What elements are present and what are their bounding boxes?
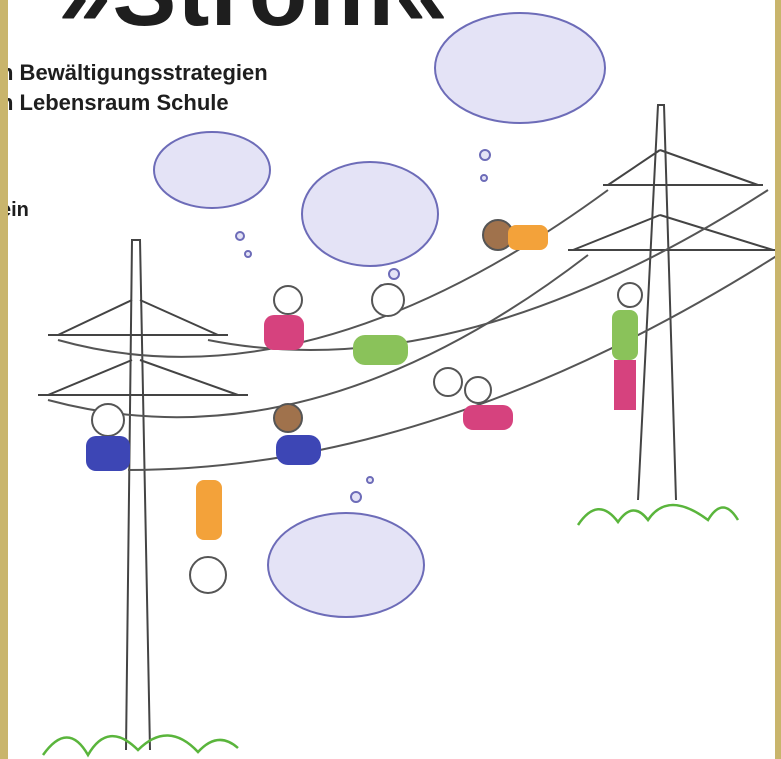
subtitle-line: n Bewältigungsstrategien xyxy=(8,60,268,86)
title: »Strom« xyxy=(58,0,449,48)
text-fragment: ein xyxy=(8,199,29,222)
page: »Strom« n Bewältigungsstrategien n Leben… xyxy=(0,0,781,759)
subtitle-line: n Lebensraum Schule xyxy=(8,90,229,116)
cover: »Strom« n Bewältigungsstrategien n Leben… xyxy=(8,0,775,759)
